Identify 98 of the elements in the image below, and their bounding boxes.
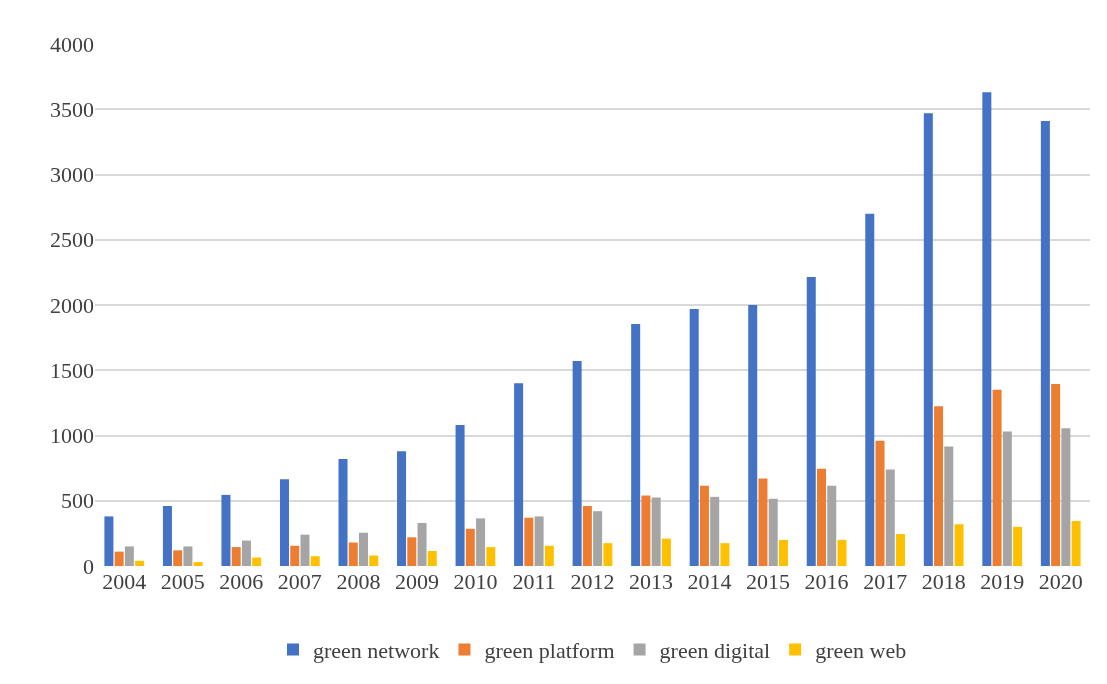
x-tick-label: 2010 [453, 569, 498, 594]
bar [699, 485, 709, 566]
bar [603, 543, 613, 566]
bar [514, 383, 524, 566]
bar [465, 528, 475, 566]
bar [279, 479, 289, 566]
bar [135, 560, 145, 566]
bar [173, 550, 183, 566]
x-tick-label: 2004 [102, 569, 147, 594]
bar [241, 540, 251, 566]
bar [982, 92, 992, 566]
bar [768, 498, 778, 566]
y-tick-label: 3500 [50, 96, 94, 122]
bar [104, 516, 114, 566]
x-tick-label: 2007 [277, 569, 322, 594]
bar [310, 556, 320, 566]
bar [486, 547, 496, 566]
bar [221, 494, 231, 566]
bar [992, 389, 1002, 566]
x-tick-label: 2005 [160, 569, 205, 594]
y-tick-label: 2000 [50, 292, 94, 318]
bar [837, 539, 847, 566]
legend-label: green web [815, 638, 907, 664]
bar [359, 532, 369, 566]
x-tick-label: 2018 [921, 569, 966, 594]
y-tick-label: 4000 [50, 31, 94, 57]
bar [407, 537, 417, 566]
bar [162, 505, 172, 566]
x-tick-label: 2013 [629, 569, 674, 594]
bar [183, 546, 193, 566]
bar [338, 458, 348, 566]
y-tick-label: 0 [83, 553, 94, 579]
bar [1002, 431, 1012, 566]
x-tick-label: 2011 [512, 569, 556, 594]
bar [651, 497, 661, 566]
bar [476, 518, 486, 566]
bar [593, 511, 603, 566]
x-tick-label: 2020 [1038, 569, 1083, 594]
bar [417, 522, 427, 566]
bar [923, 113, 933, 566]
x-tick-label: 2014 [687, 569, 732, 594]
bar [865, 213, 875, 566]
bar [534, 516, 544, 566]
bar [348, 542, 358, 566]
y-tick-label: 1500 [50, 357, 94, 383]
bar [1013, 526, 1023, 566]
bar [300, 534, 310, 566]
bar [231, 547, 241, 566]
legend-label: green digital [659, 638, 771, 664]
bar [455, 425, 465, 566]
bar [524, 517, 534, 566]
x-tick-label: 2009 [394, 569, 439, 594]
y-tick-label: 1000 [50, 423, 94, 449]
bar [544, 545, 554, 566]
bar [827, 485, 837, 566]
bar [631, 323, 641, 566]
y-tick-label: 3000 [50, 162, 94, 188]
bar [661, 538, 671, 566]
bar [193, 562, 203, 566]
bar [124, 546, 134, 566]
bar [758, 478, 768, 566]
bar [641, 495, 651, 566]
bar [1071, 520, 1081, 566]
x-tick-label: 2012 [570, 569, 615, 594]
bar [944, 446, 954, 566]
bar [720, 543, 730, 566]
bar [954, 524, 964, 566]
legend-label: green platform [484, 638, 615, 664]
legend-label: green network [313, 638, 440, 664]
x-tick-label: 2008 [336, 569, 381, 594]
x-tick-label: 2016 [804, 569, 849, 594]
bar [1061, 428, 1071, 566]
x-tick-label: 2006 [219, 569, 264, 594]
bar [290, 545, 300, 566]
bar [934, 406, 944, 566]
bar [252, 557, 262, 566]
y-tick-label: 2500 [50, 227, 94, 253]
x-tick-label: 2015 [746, 569, 791, 594]
bar [689, 308, 699, 566]
bar [748, 305, 758, 566]
bar [397, 451, 407, 566]
bar [427, 550, 437, 566]
y-tick-label: 500 [61, 488, 94, 514]
bar [710, 496, 720, 566]
bar [369, 555, 379, 566]
x-tick-label: 2017 [863, 569, 908, 594]
bar [896, 534, 906, 566]
bar [875, 440, 885, 566]
bar [778, 539, 788, 566]
bar [572, 361, 582, 566]
bar [885, 469, 895, 566]
bar [1040, 121, 1050, 566]
bar [582, 505, 592, 566]
bar [1051, 383, 1061, 566]
x-tick-label: 2019 [980, 569, 1025, 594]
bar [816, 468, 826, 566]
bar [114, 551, 124, 566]
bar [806, 276, 816, 566]
